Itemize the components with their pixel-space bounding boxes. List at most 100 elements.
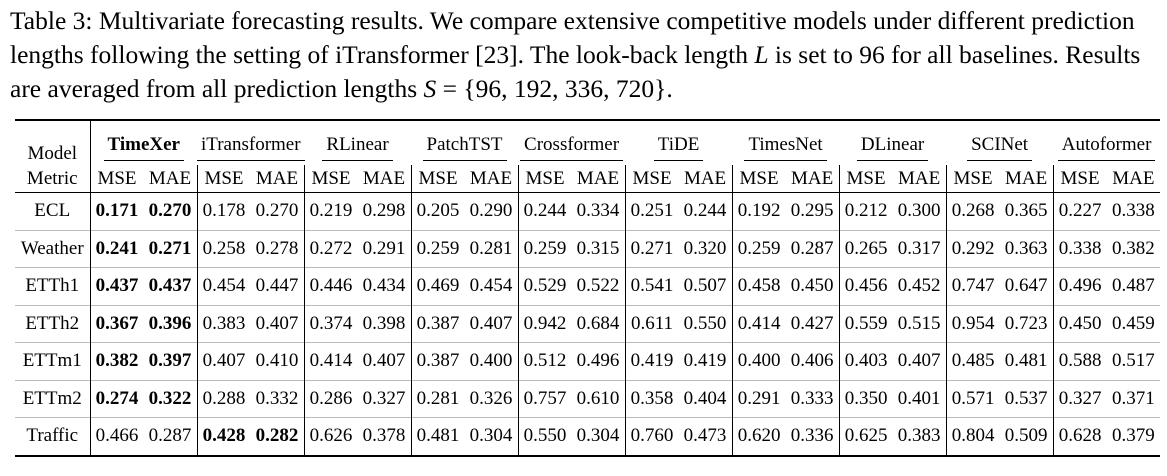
value-cell: 0.757 xyxy=(517,379,572,418)
value-cell: 0.403 xyxy=(838,342,893,380)
value-cell: 0.427 xyxy=(785,304,840,343)
value-cell: 0.507 xyxy=(678,267,733,305)
model-header: iTransformer xyxy=(197,120,305,165)
metric-header: MSE xyxy=(410,165,465,193)
value-cell: 0.398 xyxy=(357,304,412,343)
value-cell: 0.338 xyxy=(1052,229,1107,268)
data-row: ECL 0.171 0.270 0.178 0.270 0.219 0.298 0.205 0.… xyxy=(15,192,1160,230)
value-cell: 0.367 xyxy=(89,304,144,343)
metric-header: MSE xyxy=(196,165,251,193)
value-cell: 0.258 xyxy=(196,229,251,268)
value-cell: 0.259 xyxy=(731,229,786,268)
metric-header: MAE xyxy=(357,165,412,193)
value-cell: 0.517 xyxy=(1106,342,1161,380)
dataset-name: ETTm2 xyxy=(15,379,90,418)
value-cell: 0.450 xyxy=(1052,304,1107,343)
value-cell: 0.205 xyxy=(410,192,465,230)
value-cell: 0.332 xyxy=(250,379,305,418)
value-cell: 0.406 xyxy=(785,342,840,380)
metric-header: MSE xyxy=(89,165,144,193)
value-cell: 0.378 xyxy=(357,417,412,456)
value-cell: 0.454 xyxy=(464,267,519,305)
data-row: ETTh1 0.437 0.437 0.454 0.447 0.446 0.434 0.469… xyxy=(15,267,1161,305)
model-header: RLinear xyxy=(304,120,411,165)
metric-header: MAE xyxy=(1106,165,1161,193)
value-cell: 0.723 xyxy=(999,304,1054,343)
model-name: Crossformer xyxy=(520,134,624,161)
value-cell: 0.265 xyxy=(838,229,893,268)
value-cell: 0.244 xyxy=(683,200,727,222)
value-cell: 0.334 xyxy=(576,200,620,222)
value-cell: 0.954 xyxy=(945,304,1000,343)
value-cell: 0.804 xyxy=(945,417,1000,456)
value-cell: 0.326 xyxy=(464,379,519,418)
value-cell: 0.485 xyxy=(945,342,1000,380)
value-cell: 0.496 xyxy=(1052,267,1107,305)
model-name: Autoformer xyxy=(1057,134,1156,161)
value-cell: 0.942 xyxy=(517,304,572,343)
value-cell: 0.446 xyxy=(303,267,358,305)
value-cell: 0.295 xyxy=(790,200,834,222)
value-cell: 0.628 xyxy=(1052,417,1107,456)
caption-math: S xyxy=(423,74,437,103)
value-cell: 0.610 xyxy=(571,379,626,418)
value-cell: 0.404 xyxy=(678,379,733,418)
value-cell: 0.571 xyxy=(945,379,1000,418)
value-cell: 0.434 xyxy=(357,267,412,305)
metric-header: MSE xyxy=(945,165,1000,193)
model-name: TiDE xyxy=(653,134,704,161)
value-cell: 0.407 xyxy=(196,342,251,380)
value-cell: 0.515 xyxy=(892,304,947,343)
value-cell: 0.383 xyxy=(892,417,947,456)
value-cell: 0.414 xyxy=(303,342,358,380)
value-cell: 0.317 xyxy=(892,229,947,268)
value-cell: 0.270 xyxy=(255,200,299,222)
metric-header: MSE xyxy=(731,165,786,193)
value-cell: 0.320 xyxy=(678,229,733,268)
value-cell: 0.626 xyxy=(303,417,358,456)
value-cell: 0.588 xyxy=(1052,342,1107,380)
value-cell: 0.374 xyxy=(303,304,358,343)
value-cell: 0.350 xyxy=(838,379,893,418)
value-cell: 0.437 xyxy=(89,267,144,305)
value-cell: 0.274 xyxy=(89,379,144,418)
value-cell: 0.336 xyxy=(785,417,840,456)
value-cell: 0.227 xyxy=(1052,192,1107,230)
value-cell: 0.300 xyxy=(897,200,941,222)
data-row: ETTm1 0.382 0.397 0.407 0.410 0.414 0.407 0.387… xyxy=(15,342,1161,380)
value-cell: 0.281 xyxy=(464,229,519,268)
data-row: ETTm2 0.274 0.322 0.288 0.332 0.286 0.327 0.281… xyxy=(15,379,1161,418)
model-header: PatchTST xyxy=(411,120,518,165)
value-cell: 0.747 xyxy=(945,267,1000,305)
value-cell: 0.447 xyxy=(250,267,305,305)
metric-header: MAE xyxy=(678,165,733,193)
value-cell: 0.383 xyxy=(196,304,251,343)
value-cell: 0.396 xyxy=(143,304,197,343)
metric-header: MSE xyxy=(1052,165,1107,193)
value-cell: 0.437 xyxy=(143,267,197,305)
value-cell: 0.327 xyxy=(1052,379,1107,418)
value-cell: 0.338 xyxy=(1111,200,1155,222)
dataset-name: ECL xyxy=(34,200,71,222)
metric-header: MSE xyxy=(838,165,893,193)
value-cell: 0.397 xyxy=(143,342,197,380)
data-row: ETTh2 0.367 0.396 0.383 0.407 0.374 0.398 0.387… xyxy=(15,304,1161,343)
metric-header: MSE xyxy=(303,165,358,193)
value-cell: 0.291 xyxy=(357,229,412,268)
value-cell: 0.410 xyxy=(250,342,305,380)
value-cell: 0.270 xyxy=(148,200,192,222)
value-cell: 0.382 xyxy=(89,342,144,380)
value-cell: 0.401 xyxy=(892,379,947,418)
value-cell: 0.459 xyxy=(1106,304,1161,343)
model-header: TiDE xyxy=(625,120,732,165)
value-cell: 0.281 xyxy=(410,379,465,418)
value-cell: 0.400 xyxy=(731,342,786,380)
value-cell: 0.647 xyxy=(999,267,1054,305)
value-cell: 0.382 xyxy=(1106,229,1161,268)
model-name: PatchTST xyxy=(422,134,507,161)
dataset-name: ETTh2 xyxy=(15,304,90,343)
value-cell: 0.333 xyxy=(785,379,840,418)
value-cell: 0.407 xyxy=(357,342,412,380)
value-cell: 0.365 xyxy=(1004,200,1048,222)
value-cell: 0.466 xyxy=(89,417,144,456)
